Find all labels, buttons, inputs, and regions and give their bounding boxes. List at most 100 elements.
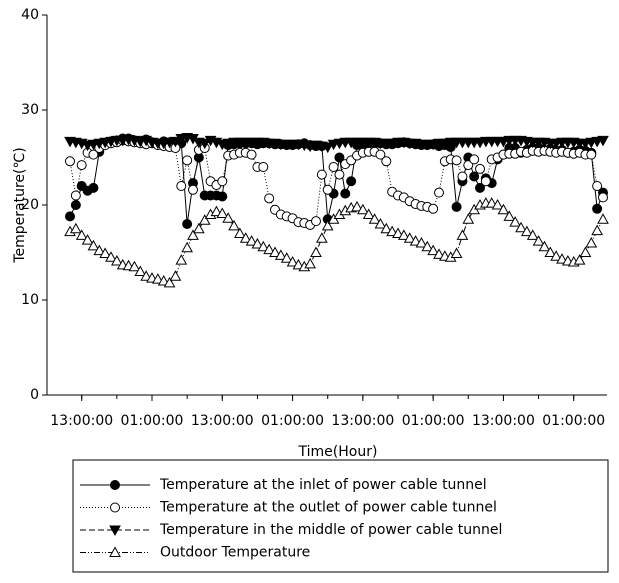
point	[70, 200, 81, 210]
point	[316, 169, 327, 180]
x-axis-label: Time(Hour)	[298, 444, 378, 460]
point	[152, 273, 164, 284]
point	[70, 190, 81, 201]
point	[251, 237, 264, 249]
point	[321, 142, 334, 154]
point	[188, 184, 198, 195]
point	[334, 152, 345, 163]
point	[93, 244, 106, 256]
point	[65, 211, 75, 222]
point	[245, 235, 258, 246]
point	[239, 232, 252, 243]
point	[264, 193, 275, 204]
y-tick-label: 30	[21, 102, 39, 118]
point	[340, 188, 351, 199]
y-tick-label: 10	[21, 292, 39, 308]
point	[421, 240, 434, 252]
point	[198, 138, 211, 150]
point	[322, 184, 333, 195]
point	[368, 213, 381, 224]
point	[434, 187, 444, 198]
point	[198, 214, 211, 225]
point	[550, 250, 562, 261]
point	[328, 162, 339, 172]
x-tick-label: 13:00:00	[331, 413, 394, 429]
point	[457, 171, 468, 182]
point	[234, 227, 246, 238]
point	[456, 229, 469, 240]
point	[592, 203, 603, 214]
point	[386, 225, 398, 237]
x-tick-label: 01:00:00	[261, 413, 324, 429]
legend-label: Outdoor Temperature	[160, 545, 310, 561]
point	[591, 224, 603, 236]
point	[217, 176, 228, 187]
point	[475, 182, 485, 193]
point	[592, 181, 603, 191]
point	[450, 247, 463, 258]
point	[110, 480, 120, 490]
point	[187, 229, 199, 240]
point	[175, 254, 188, 265]
point	[526, 229, 539, 240]
legend-label: Temperature in the middle of power cable…	[159, 522, 502, 538]
point	[140, 270, 152, 281]
point	[586, 149, 597, 160]
point	[521, 225, 533, 237]
point	[210, 205, 223, 217]
point	[292, 258, 305, 270]
point	[75, 229, 88, 240]
point	[451, 201, 462, 212]
point	[246, 149, 257, 160]
point	[485, 197, 498, 208]
point	[469, 171, 480, 182]
point	[375, 149, 386, 160]
point	[351, 200, 363, 212]
point	[316, 232, 328, 243]
x-tick-label: 13:00:00	[50, 413, 113, 429]
legend-box	[72, 459, 609, 573]
point	[275, 249, 287, 260]
point	[427, 244, 439, 256]
point	[310, 246, 322, 257]
point	[286, 255, 299, 267]
point	[228, 219, 240, 231]
point	[321, 219, 334, 231]
point	[503, 210, 516, 221]
point	[598, 192, 608, 203]
point	[110, 502, 120, 513]
point	[334, 169, 345, 180]
point	[176, 181, 187, 191]
x-tick-label: 13:00:00	[472, 413, 535, 429]
point	[451, 155, 462, 166]
point	[556, 253, 568, 264]
point	[193, 222, 205, 234]
x-tick-label: 01:00:00	[121, 413, 184, 429]
point	[462, 213, 475, 224]
point	[70, 222, 82, 234]
point	[257, 240, 270, 252]
point	[475, 163, 485, 174]
point	[109, 525, 121, 537]
point	[128, 260, 141, 272]
point	[374, 217, 387, 229]
point	[111, 255, 123, 266]
point	[263, 243, 275, 255]
point	[163, 276, 176, 288]
point	[480, 176, 491, 187]
point	[544, 246, 557, 257]
x-tick-label: 01:00:00	[402, 413, 465, 429]
point	[81, 234, 94, 245]
point	[585, 236, 598, 248]
point	[597, 135, 609, 147]
legend-label: Temperature at the outlet of power cable…	[159, 500, 497, 516]
point	[182, 155, 193, 166]
point	[169, 270, 182, 281]
point	[217, 191, 228, 202]
x-tick-label: 13:00:00	[191, 413, 254, 429]
point	[157, 274, 170, 286]
point	[222, 212, 234, 223]
point	[311, 216, 321, 227]
point	[515, 221, 527, 233]
y-tick-label: 0	[30, 387, 39, 403]
